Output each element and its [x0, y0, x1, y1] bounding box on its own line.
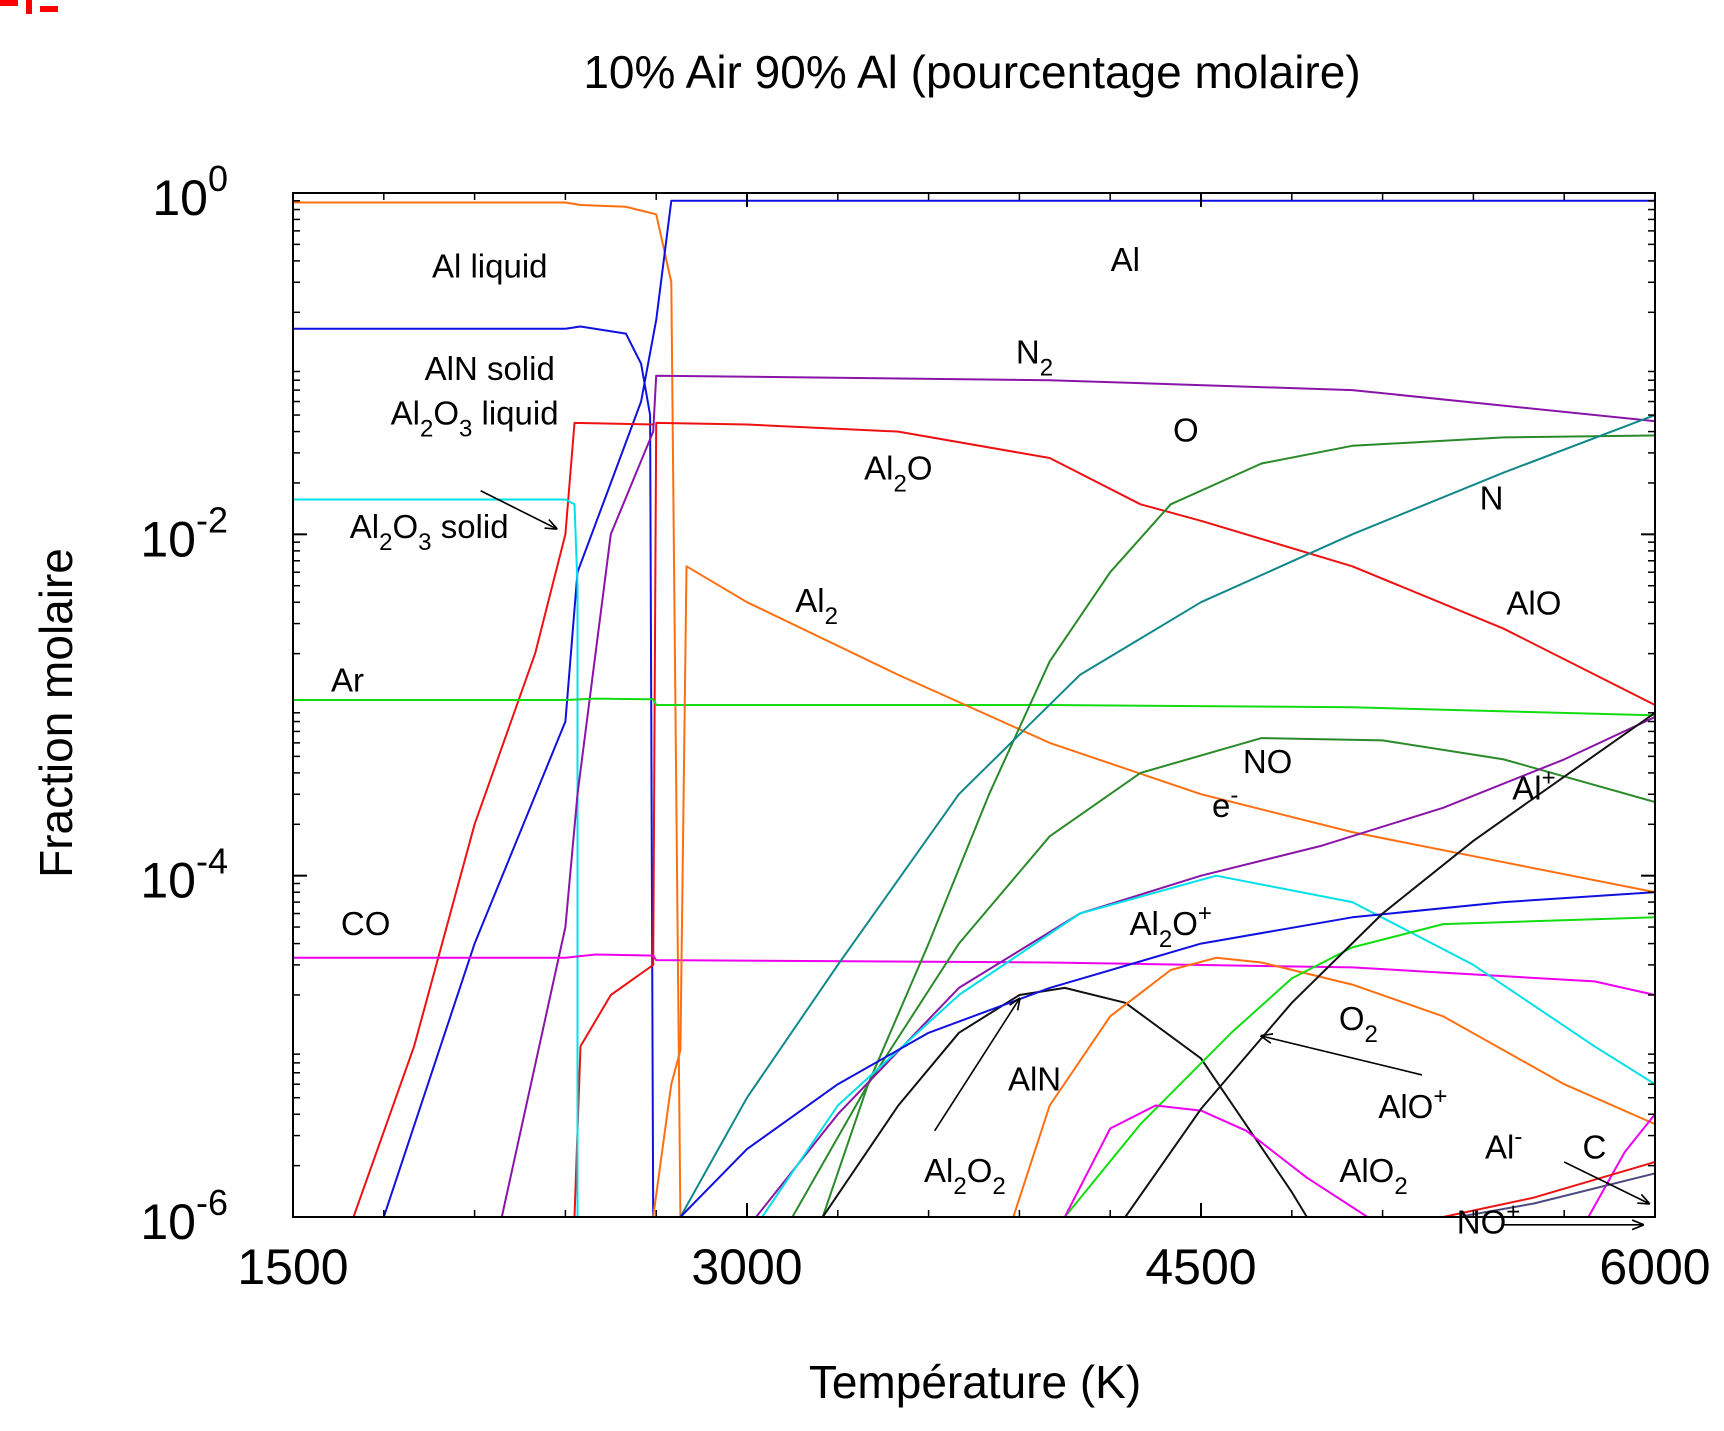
- series-line-aln: [821, 986, 1308, 1217]
- series-line-n2: [500, 374, 1655, 1217]
- series-line-co: [293, 953, 1655, 996]
- species-label-al2o3: Al2O3 liquid: [391, 395, 559, 443]
- species-label-alion: Al-: [1485, 1124, 1522, 1166]
- y-tick-label: 100: [152, 158, 228, 226]
- series-line-al2: [652, 565, 1655, 1217]
- series-line-alo: [1064, 916, 1655, 1217]
- series-line-no: [1458, 1172, 1655, 1217]
- species-label-aln: AlN: [1008, 1061, 1061, 1098]
- series-line-al2o3-solid: [293, 498, 579, 1217]
- series-line-al: [382, 199, 1655, 1217]
- series-line-alo: [1140, 503, 1655, 706]
- species-label-eion: e-: [1212, 782, 1238, 824]
- species-label-ar: Ar: [331, 661, 364, 698]
- species-label-o: O: [1173, 411, 1199, 448]
- annotation-arrow: [933, 999, 1020, 1132]
- chart-title: 10% Air 90% Al (pourcentage molaire): [583, 46, 1360, 98]
- species-label-aloion: AlO+: [1378, 1083, 1447, 1125]
- annotation-arrow: [1262, 1036, 1423, 1076]
- species-label-al2o2: Al2O2: [924, 1152, 1006, 1200]
- x-tick-label: 4500: [1145, 1239, 1256, 1295]
- series-layer: [293, 199, 1655, 1217]
- species-label-alo: AlO: [1506, 584, 1561, 621]
- species-label-n: N: [1480, 479, 1504, 516]
- series-line-al: [1124, 711, 1655, 1217]
- species-label-n2: N2: [1016, 334, 1053, 382]
- species-label-al: Al: [1111, 241, 1140, 278]
- annotations-layer: Al liquid AlN solid Al N2 Al2O3 liquid O Al2O A…: [331, 241, 1649, 1241]
- series-line-al-liquid: [293, 201, 682, 1217]
- series-line-al2o: [761, 874, 1655, 1217]
- series-line-e: [755, 716, 1655, 1217]
- y-tick-label: 10-2: [140, 499, 228, 567]
- corner-mark: [0, 0, 60, 14]
- species-label-c: C: [1583, 1129, 1607, 1166]
- species-label-no: NO: [1243, 743, 1293, 780]
- species-label-al2: Al2: [795, 582, 838, 630]
- species-label-al-liquid: Al liquid: [432, 247, 548, 284]
- x-tick-label: 6000: [1599, 1239, 1710, 1295]
- annotation-arrow: [480, 490, 557, 529]
- series-line-o2: [1012, 956, 1655, 1217]
- species-label-co: CO: [341, 905, 391, 942]
- series-line-al2o3-liquid: [352, 421, 654, 1217]
- series-line-al2o2: [679, 891, 1655, 1217]
- x-tick-label: 1500: [237, 1239, 348, 1295]
- species-label-al2o3: Al2O3 solid: [350, 508, 509, 556]
- series-line-o: [821, 434, 1655, 1217]
- species-label-noion: NO+: [1457, 1199, 1521, 1241]
- species-label-al2o: Al2O: [864, 449, 932, 497]
- series-line-c: [1587, 1113, 1655, 1217]
- series-line-al2o: [573, 421, 1141, 1217]
- plot-frame: [292, 192, 1656, 1218]
- species-label-al2oion: Al2O+: [1130, 900, 1212, 953]
- x-axis-label: Température (K): [809, 1356, 1141, 1408]
- series-line-aln-solid: [293, 325, 655, 1217]
- y-tick-label: 10-4: [140, 841, 228, 909]
- y-tick-label: 10-6: [140, 1182, 228, 1250]
- species-label-o2: O2: [1339, 1000, 1378, 1048]
- annotation-arrow: [1563, 1161, 1649, 1203]
- species-label-alo2: AlO2: [1339, 1152, 1407, 1200]
- x-tick-label: 3000: [691, 1239, 802, 1295]
- series-line-ar: [293, 697, 1655, 717]
- y-axis-label: Fraction molaire: [30, 548, 82, 878]
- series-line-no: [791, 737, 1655, 1217]
- axes-layer: 1500 3000 4500 6000 100 10-2 10-4 10-6: [140, 158, 1710, 1295]
- species-label-aln-solid: AlN solid: [425, 350, 555, 387]
- series-line-n: [679, 414, 1655, 1217]
- species-label-alion: Al+: [1512, 764, 1555, 806]
